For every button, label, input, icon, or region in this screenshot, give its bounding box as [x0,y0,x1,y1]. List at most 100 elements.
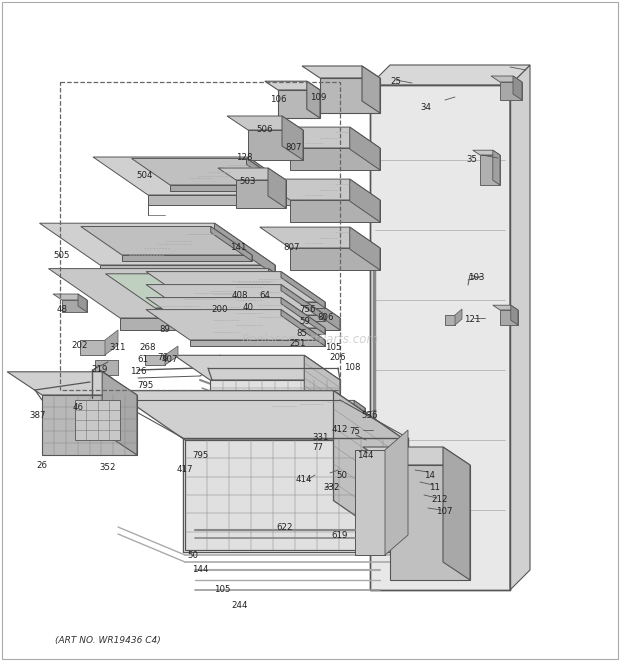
Polygon shape [281,309,325,346]
Text: 206: 206 [330,354,346,362]
Polygon shape [190,315,325,321]
Polygon shape [247,159,285,191]
Text: 807: 807 [284,243,300,253]
Polygon shape [390,465,470,580]
Text: 503: 503 [240,178,256,186]
Text: 35: 35 [466,155,477,165]
Text: 244: 244 [232,602,248,611]
Polygon shape [281,297,325,334]
Polygon shape [370,85,510,590]
Text: 25: 25 [391,77,402,87]
Polygon shape [513,76,522,100]
Polygon shape [260,227,380,248]
Text: 408: 408 [232,290,248,299]
Polygon shape [113,391,405,440]
Polygon shape [174,356,340,380]
Text: 414: 414 [296,475,312,485]
Text: 795: 795 [192,451,208,459]
Text: 506: 506 [257,126,273,134]
Text: 40: 40 [242,303,254,311]
Text: 807: 807 [286,143,303,153]
Text: ReplacementParts.com: ReplacementParts.com [242,334,378,346]
Text: (ART NO. WR19436 C4): (ART NO. WR19436 C4) [55,635,161,644]
Polygon shape [155,308,315,316]
Polygon shape [355,450,385,555]
Text: 121: 121 [464,315,480,325]
Polygon shape [80,340,105,355]
Text: 77: 77 [312,444,324,453]
Polygon shape [500,310,518,325]
Polygon shape [302,66,380,78]
Polygon shape [511,305,518,325]
Text: 108: 108 [343,364,360,373]
Text: 412: 412 [332,426,348,434]
Text: 806: 806 [317,313,334,323]
Polygon shape [350,127,380,170]
Polygon shape [290,148,380,170]
Polygon shape [500,82,522,100]
Text: 505: 505 [54,251,70,260]
Polygon shape [100,265,275,275]
Text: 109: 109 [310,93,326,102]
Polygon shape [190,340,325,346]
Text: 536: 536 [361,410,378,420]
Polygon shape [105,274,315,308]
Polygon shape [146,309,325,340]
Polygon shape [278,90,320,118]
Polygon shape [227,116,303,130]
Polygon shape [493,305,518,310]
Text: 795: 795 [137,381,153,389]
Polygon shape [42,395,137,455]
Text: 331: 331 [312,434,329,442]
Polygon shape [260,127,380,148]
Text: 34: 34 [420,104,432,112]
Text: 128: 128 [236,153,252,163]
Polygon shape [290,248,380,270]
Polygon shape [510,65,530,590]
Polygon shape [236,180,286,208]
Polygon shape [443,447,470,580]
Text: 46: 46 [73,403,84,412]
Text: 387: 387 [30,410,46,420]
Polygon shape [93,157,303,195]
Text: 85: 85 [296,329,308,338]
Polygon shape [242,290,272,304]
Polygon shape [148,195,303,205]
Polygon shape [190,302,325,308]
Text: 11: 11 [430,483,440,492]
Polygon shape [262,288,284,300]
Polygon shape [234,401,365,408]
Text: 756: 756 [299,305,316,315]
Text: 64: 64 [260,290,270,299]
Text: 268: 268 [140,344,156,352]
Polygon shape [248,157,303,205]
Polygon shape [190,328,325,334]
Text: 50: 50 [337,471,347,479]
Polygon shape [254,282,284,288]
Text: 105: 105 [214,586,230,594]
Text: 50: 50 [187,551,198,559]
Polygon shape [145,355,165,365]
Polygon shape [445,315,455,325]
Text: 311: 311 [110,344,126,352]
Text: 75: 75 [350,428,360,436]
Polygon shape [78,294,87,312]
Polygon shape [354,401,365,416]
Text: 352: 352 [100,463,117,473]
Polygon shape [261,283,272,304]
Polygon shape [62,300,87,312]
Text: 141: 141 [230,243,246,251]
Polygon shape [290,200,380,222]
Polygon shape [480,155,500,185]
Polygon shape [7,371,137,395]
Text: 14: 14 [425,471,435,479]
Polygon shape [493,150,500,185]
Polygon shape [491,76,522,82]
Text: 144: 144 [192,566,208,574]
Text: 212: 212 [432,496,448,504]
Polygon shape [40,223,275,265]
Text: 126: 126 [130,368,146,377]
Polygon shape [215,223,275,275]
Polygon shape [211,227,252,261]
Text: 107: 107 [436,508,452,516]
